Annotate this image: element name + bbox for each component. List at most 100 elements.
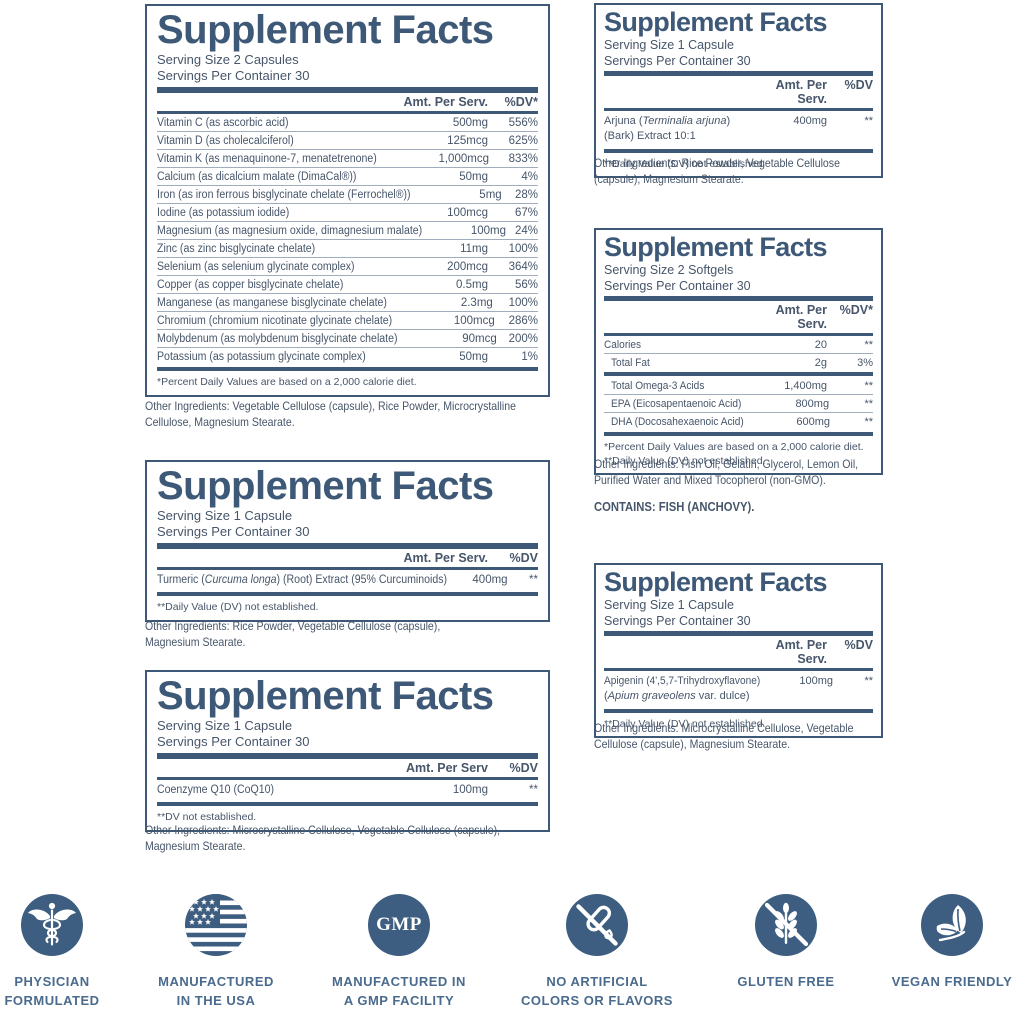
other-ingredients-text: Other Ingredients: Rice Powder, Vegetabl… [145,619,441,650]
nutrient-name: DHA (Docosahexaenoic Acid) [611,415,744,428]
column-header-row: Amt. Per Serv. %DV [604,76,873,111]
daily-value-footnote: **Daily Value (DV) not established. [157,601,319,614]
nutrient-row: Calcium (as dicalcium malate (DimaCal®))… [157,167,538,185]
nutrient-name: Calories [604,338,642,351]
amount-column-header: Amt. Per Serv. [403,551,488,566]
caduceus-icon [21,894,83,956]
nutrient-dv: 4% [521,170,538,183]
nutrient-name: Vitamin C (as ascorbic acid) [157,116,289,129]
gmp-badge-icon [368,894,430,956]
nutrient-row: Zinc (as zinc bisglycinate chelate) 11mg 1… [157,239,538,257]
serving-size-text: Serving Size 1 Capsule [157,508,293,523]
dv-column-header: %DV [844,78,873,92]
nutrient-amount: 125mcg [447,134,488,147]
nutrient-dv: ** [864,415,873,428]
supplement-facts-panel-coq10: Supplement Facts Serving Size 1 Capsule … [145,670,550,832]
nutrient-row: Vitamin C (as ascorbic acid) 500mg 556% [157,114,538,131]
column-header-row: Amt. Per Serv. %DV [604,636,873,671]
panel-title: Supplement Facts [157,464,494,508]
nutrient-dv: ** [864,379,873,392]
nutrient-dv: ** [864,115,873,127]
column-header-row: Amt. Per Serv %DV [157,759,538,781]
daily-value-footnote: *Percent Daily Values are based on a 2,0… [604,441,864,453]
nutrient-name: Manganese (as manganese bisglycinate che… [157,296,387,309]
nutrient-amount: 100mg [799,675,833,687]
nutrient-row: Iodine (as potassium iodide) 100mcg 67% [157,203,538,221]
badge-gmp-facility: GMP MANUFACTURED IN A GMP FACILITY [314,893,484,1011]
daily-value-footnote: **Daily Value (DV) not established. [604,454,766,467]
nutrient-name: Molybdenum (as molybdenum bisglycinate c… [157,332,398,345]
nutrient-row: Magnesium (as magnesium oxide, dimagnesi… [157,221,538,239]
thick-divider [604,71,873,76]
nutrient-row: Selenium (as selenium glycinate complex)… [157,257,538,275]
badge-label: PHYSICIAN FORMULATED [4,974,100,1008]
daily-value-footnote: **Daily Value (DV) not established. [604,157,766,170]
nutrient-name: EPA (Eicosapentaenoic Acid) [611,397,742,410]
supplement-facts-panel-arjuna: Supplement Facts Serving Size 1 Capsule … [594,3,883,179]
gmp-circle-text: GMP [376,914,422,935]
nutrient-name: Chromium (chromium nicotinate glycinate … [157,314,393,327]
dv-column-header: %DV [844,638,873,652]
no-artificial-icon [566,894,628,956]
nutrient-amount: 600mg [796,415,831,428]
nutrient-amount: 50mg [459,350,488,363]
nutrient-row: Iron (as iron ferrous bisglycinate chela… [157,185,538,203]
nutrient-name: Arjuna (Terminalia arjuna) (Bark) Extrac… [604,115,731,142]
nutrient-amount: 100mg [452,784,488,797]
nutrient-name: Turmeric (Curcuma longa) (Root) Extract … [157,574,448,587]
nutrient-row: Total Fat 2g 3% [604,353,873,371]
amount-column-header: Amt. Per Serv. [775,303,827,331]
dv-column-header: %DV [509,761,538,776]
nutrient-name: Coenzyme Q10 (CoQ10) [157,784,275,797]
dv-column-header: %DV [509,551,538,566]
nutrient-amount: 400mg [793,115,827,127]
thick-divider [157,87,538,94]
nutrient-name: Potassium (as potassium glycinate comple… [157,350,366,363]
badge-gluten-free: GLUTEN FREE [701,893,871,992]
nutrient-row: EPA (Eicosapentaenoic Acid) 800mg ** [604,394,873,412]
nutrient-amount: 1,400mg [784,379,827,392]
nutrient-dv: 3% [857,356,873,369]
vegan-leaf-icon [921,894,983,956]
nutrient-amount: 500mg [452,116,488,129]
servings-per-container-text: Servings Per Container 30 [604,278,751,293]
badge-label: GLUTEN FREE [737,974,835,989]
nutrient-amount: 400mg [472,574,508,587]
badge-label: MANUFACTURED IN THE USA [158,974,274,1008]
nutrient-name: Total Fat [611,356,650,369]
nutrient-row: Calories 20 ** [604,336,873,353]
nutrient-dv: 28% [514,188,538,201]
nutrient-amount: 90mcg [462,332,497,345]
column-header-row: Amt. Per Serv. %DV [157,549,538,571]
badge-vegan-friendly: VEGAN FRIENDLY [867,893,1024,992]
badge-label: NO ARTIFICIAL COLORS OR FLAVORS [521,974,673,1008]
other-ingredients-text: Other Ingredients: Vegetable Cellulose (… [145,399,516,430]
nutrient-amount: 2g [814,356,827,369]
other-ingredients-text: Other Ingredients: Fish Oil, Gelatin, Gl… [594,457,859,488]
nutrient-name: Iron (as iron ferrous bisglycinate chela… [157,188,411,201]
servings-per-container-text: Servings Per Container 30 [604,613,751,628]
badge-physician-formulated: PHYSICIAN FORMULATED [0,893,137,1011]
serving-size-text: Serving Size 1 Capsule [157,718,293,733]
thick-divider [157,592,538,597]
badge-label: MANUFACTURED IN A GMP FACILITY [332,974,466,1008]
servings-per-container-text: Servings Per Container 30 [157,68,310,84]
thick-divider [604,631,873,636]
thick-divider [604,296,873,301]
other-ingredients-text: Other Ingredients: Rice Powder, Vegetabl… [594,156,840,187]
serving-size-text: Serving Size 1 Capsule [604,38,734,52]
other-ingredients-text: Other Ingredients: Microcrystalline Cell… [594,721,854,752]
nutrient-dv: ** [529,574,538,587]
nutrient-row: Apigenin (4',5,7-Trihydroxyflavone) (Api… [604,671,873,707]
panel-title: Supplement Facts [604,7,828,37]
nutrient-name: Copper (as copper bisglycinate chelate) [157,278,344,291]
nutrient-dv: 1% [521,350,538,363]
panel-title: Supplement Facts [604,232,828,262]
panel-title: Supplement Facts [604,567,828,597]
nutrient-amount: 20 [814,338,827,351]
serving-size-text: Serving Size 2 Softgels [604,263,734,277]
dv-column-header: %DV* [504,95,538,110]
servings-per-container-text: Servings Per Container 30 [157,734,310,750]
nutrient-amount: 5mg [479,188,502,201]
